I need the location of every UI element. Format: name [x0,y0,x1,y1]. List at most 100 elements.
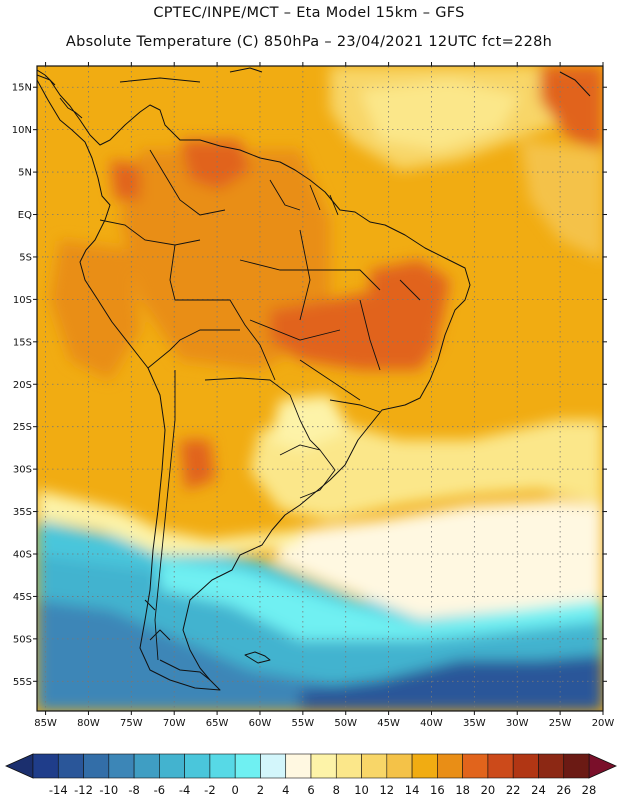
lon-label: 30W [506,718,529,729]
lon-label: 40W [420,718,443,729]
axis-ticks: 15N 10N 5N EQ 5S 10S 15S 20S 25S 30S 35S 40S 45S 50S 5… [12,62,615,729]
lon-label: 45W [377,718,400,729]
colorbar-swatch [209,753,236,779]
colorbar-swatch [260,753,287,779]
field-yellow-atlantic [520,140,603,260]
colorbar-swatch [512,753,539,779]
brazil-state-borders [239,229,421,413]
field-cold-band-4 [300,655,603,711]
lon-label: 75W [120,718,143,729]
lon-label: 20W [592,718,615,729]
colorbar-label: 8 [333,783,340,797]
field-cream-band [270,500,603,620]
lat-label: 5N [18,168,32,179]
field-pale-north [360,80,520,150]
colorbar-swatch [133,753,160,779]
colorbar-swatch [437,753,463,779]
colorbar-label: 20 [481,783,496,797]
field-warm-pacific [50,240,140,380]
colorbar: -14 -12 -10 -8 -6 -4 -2 0 2 4 6 8 10 12 14 16 18 20 22 24 26… [5,753,617,797]
field-hot-venezuela [180,140,250,190]
field-hot-andes [110,160,140,200]
lat-label: 30S [13,465,32,476]
colorbar-swatch [538,753,565,779]
colorbar-label: 12 [379,783,394,797]
lon-label: 85W [34,718,57,729]
colorbar-swatch [32,753,59,779]
colorbar-label: -10 [99,783,118,797]
colorbar-label: 6 [307,783,314,797]
border-colombia-venezuela [149,149,226,216]
colorbar-swatch [83,753,110,779]
border-bolivia-paraguay [204,377,301,421]
map-frame [36,65,604,712]
colorbar-label: -14 [49,783,68,797]
colorbar-swatch [108,753,135,779]
title-line-2: Absolute Temperature (C) 850hPa – 23/04/… [65,34,553,50]
lat-label: 50S [13,634,32,645]
lat-label: 40S [13,549,32,560]
lon-label: 50W [334,718,357,729]
colorbar-label: -2 [204,783,215,797]
colorbar-swatch [234,753,261,779]
falkland-islands [244,651,271,664]
country-borders [99,149,421,661]
lon-label: 70W [163,718,186,729]
colorbar-label: 10 [354,783,369,797]
field-hot-argentina [180,440,215,490]
lat-label: 15S [13,337,32,348]
field-hot-northeast [370,260,450,330]
colorbar-label: 26 [556,783,571,797]
field-yellow-band [250,420,603,520]
border-uruguay [279,444,336,499]
colorbar-swatch [57,753,84,779]
colorbar-label: -8 [128,783,139,797]
colorbar-label: -4 [179,783,190,797]
border-peru-bolivia-chile [147,329,240,369]
colorbar-swatch [310,753,337,779]
colorbar-label: 16 [430,783,445,797]
border-colombia-peru-ecuador [99,219,201,246]
lat-label: 20S [13,380,32,391]
lat-label: 35S [13,507,32,518]
border-guianas [269,179,339,216]
colorbar-swatch [159,753,185,779]
colorbar-swatch [285,753,312,779]
colorbar-label: 4 [282,783,289,797]
lat-label: 45S [13,592,32,603]
colorbar-label: -6 [154,783,165,797]
colorbar-swatch [184,753,211,779]
colorbar-swatch [563,753,590,779]
field-cyan-strip [160,560,603,640]
colorbar-swatch [487,753,514,779]
lon-label: 55W [292,718,315,729]
colorbar-swatch [462,753,489,779]
colorbar-over-arrow [588,753,617,779]
field-pale-plata [270,395,350,450]
field-yellow-south [37,490,300,555]
colorbar-label: 14 [405,783,420,797]
border-argentina-chile [154,370,176,661]
border-argentina-brazil [299,419,321,451]
colorbar-label: -12 [74,783,93,797]
lon-label: 60W [249,718,272,729]
lat-label: 10N [12,125,32,136]
border-brazil-west [169,244,276,381]
colorbar-swatch [411,753,438,779]
central-america-coastline [37,69,83,119]
colorbar-label: 28 [582,783,597,797]
colorbar-label: 22 [506,783,521,797]
colorbar-label: 2 [257,783,264,797]
tierra-del-fuego [144,599,211,681]
lon-label: 25W [549,718,572,729]
lon-label: 80W [77,718,100,729]
lon-label: 35W [463,718,486,729]
colorbar-swatch [335,753,362,779]
lat-label: 10S [13,295,32,306]
colorbar-under-arrow [5,753,34,779]
caribbean-islands [119,67,591,97]
lon-label: 65W [206,718,229,729]
lat-label: EQ [18,210,32,221]
colorbar-swatch [386,753,413,779]
